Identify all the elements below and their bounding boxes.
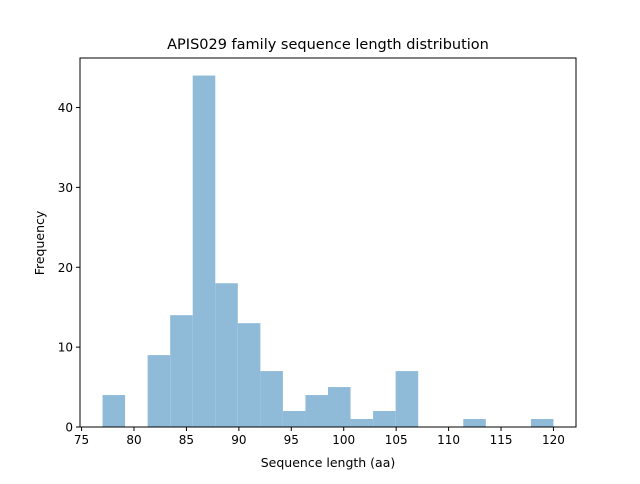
histogram-bar: [305, 395, 328, 427]
y-tick-label: 30: [58, 181, 73, 195]
x-tick-label: 115: [490, 433, 513, 447]
x-tick-label: 90: [231, 433, 246, 447]
bars: [102, 75, 554, 428]
histogram-bar: [395, 371, 419, 427]
histogram-bar: [192, 75, 216, 428]
x-tick-label: 75: [74, 433, 89, 447]
histogram-bar: [282, 411, 306, 427]
y-tick-label: 40: [58, 101, 73, 115]
x-ticks: 75 80 85 90 95 100 105 110 115 120: [74, 427, 565, 447]
axes-frame: [79, 57, 577, 428]
histogram-bar: [350, 419, 374, 427]
y-ticks: 0 10 20 30 40: [58, 101, 80, 435]
histogram-bar: [102, 395, 126, 427]
histogram-bar: [530, 419, 554, 427]
histogram-bar: [260, 371, 283, 427]
y-tick-label: 20: [58, 261, 73, 275]
chart-title: APIS029 family sequence length distribut…: [167, 37, 489, 53]
y-axis-label: Frequency: [32, 210, 47, 275]
x-tick-label: 95: [284, 433, 299, 447]
x-tick-label: 100: [332, 433, 355, 447]
histogram-bar: [328, 387, 351, 427]
histogram-bar: [463, 419, 486, 427]
histogram-bar: [373, 411, 396, 427]
y-tick-label: 0: [65, 421, 73, 435]
x-tick-label: 80: [126, 433, 141, 447]
histogram-bar: [170, 315, 193, 427]
histogram-bar: [215, 283, 238, 427]
x-axis-label: Sequence length (aa): [261, 455, 396, 470]
x-tick-label: 85: [179, 433, 194, 447]
x-tick-label: 120: [542, 433, 565, 447]
histogram-bar: [237, 323, 261, 427]
y-tick-label: 10: [58, 341, 73, 355]
histogram-bar: [147, 355, 171, 427]
x-tick-label: 110: [437, 433, 460, 447]
x-tick-label: 105: [385, 433, 408, 447]
